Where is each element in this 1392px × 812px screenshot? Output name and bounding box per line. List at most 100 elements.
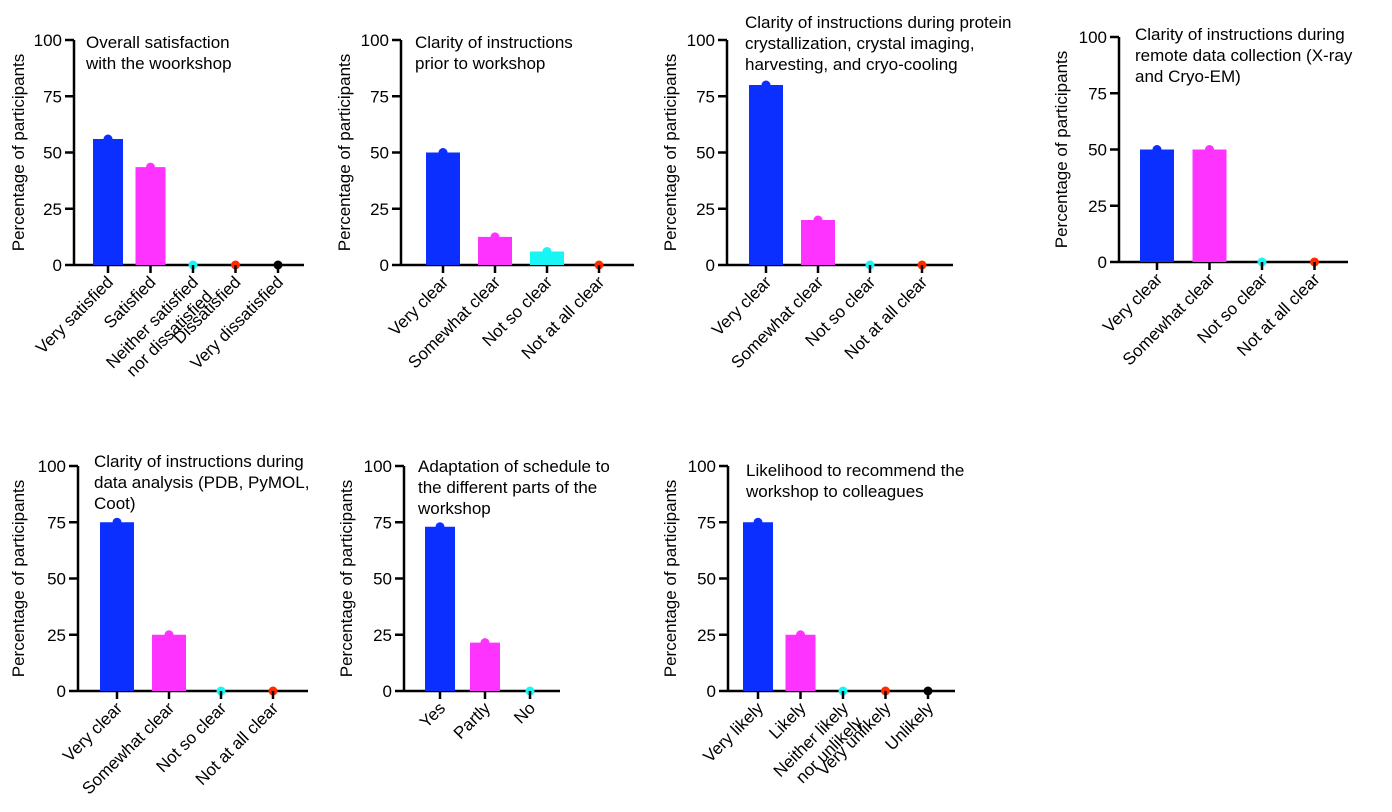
- y-axis-label: Percentage of participants: [9, 54, 28, 252]
- chart-title: Clarity of instructions during protein: [745, 13, 1011, 32]
- data-point: [438, 148, 448, 157]
- bar: [426, 152, 460, 265]
- data-point: [146, 162, 155, 172]
- category-label: Partly: [450, 698, 495, 743]
- bar: [100, 522, 134, 691]
- bar: [470, 642, 500, 691]
- category-label-line: Unlikely: [882, 698, 938, 754]
- chart-title: workshop to colleagues: [745, 482, 924, 501]
- y-tick-label: 50: [1088, 141, 1107, 160]
- chart-title: Overall satisfaction: [86, 33, 230, 52]
- y-tick-label: 100: [38, 457, 66, 476]
- y-axis-label: Percentage of participants: [335, 54, 354, 252]
- chart-title: the different parts of the: [418, 478, 597, 497]
- bar: [425, 526, 455, 691]
- y-tick-label: 50: [43, 144, 62, 163]
- category-label-line: Somewhat clear: [727, 272, 827, 372]
- y-tick-label: 0: [380, 256, 389, 275]
- data-point: [480, 638, 490, 648]
- y-tick-label: 100: [687, 31, 715, 50]
- chart-panel-6: 0 25 50 75 100 Percentage of participants Adap…: [337, 457, 610, 743]
- category-label-line: Somewhat clear: [1119, 269, 1219, 369]
- chart-title: with the woorkshop: [85, 54, 232, 73]
- chart-panel-5: 0 25 50 75 100 Percentage of participants Clar…: [9, 452, 309, 798]
- data-point: [103, 134, 113, 144]
- y-tick-label: 0: [57, 682, 66, 701]
- y-tick-label: 25: [370, 200, 389, 219]
- chart-title: prior to workshop: [415, 54, 545, 73]
- bar: [152, 634, 186, 691]
- category-label: Unlikely: [882, 698, 938, 754]
- y-tick-label: 25: [43, 200, 62, 219]
- data-point: [796, 630, 805, 640]
- chart-title: and Cryo-EM): [1135, 67, 1241, 86]
- data-point: [1205, 145, 1214, 154]
- chart-title: Clarity of instructions: [415, 33, 573, 52]
- y-tick-label: 50: [696, 144, 715, 163]
- category-label: Yes: [416, 699, 449, 732]
- category-label-line: Somewhat clear: [404, 272, 504, 372]
- y-tick-label: 0: [1098, 253, 1107, 272]
- y-tick-label: 100: [361, 31, 389, 50]
- chart-title: Adaptation of schedule to: [418, 457, 610, 476]
- y-tick-label: 0: [707, 682, 716, 701]
- chart-title: workshop: [417, 499, 491, 518]
- chart-title: harvesting, and cryo-cooling: [745, 55, 958, 74]
- y-tick-label: 75: [373, 513, 392, 532]
- y-tick-label: 25: [1088, 197, 1107, 216]
- y-tick-label: 75: [696, 87, 715, 106]
- bar: [530, 251, 564, 265]
- chart-title: Clarity of instructions during: [1135, 25, 1345, 44]
- y-axis-label: Percentage of participants: [661, 480, 680, 678]
- bar: [801, 220, 835, 265]
- category-label-line: Partly: [450, 698, 495, 743]
- y-tick-label: 25: [373, 626, 392, 645]
- chart-panel-3: 0 25 50 75 100 Percentage of participants Clar…: [661, 13, 1011, 372]
- y-tick-label: 0: [53, 256, 62, 275]
- bar: [743, 522, 773, 691]
- y-tick-label: 25: [697, 626, 716, 645]
- category-label-line: Very likely: [700, 698, 768, 766]
- y-tick-label: 75: [47, 513, 66, 532]
- y-axis-label: Percentage of participants: [1052, 51, 1071, 249]
- chart-title: Coot): [94, 494, 136, 513]
- data-point: [1152, 145, 1162, 154]
- y-tick-label: 75: [43, 87, 62, 106]
- category-label: Somewhat clear: [404, 272, 504, 372]
- y-tick-label: 0: [706, 256, 715, 275]
- category-label-line: No: [510, 699, 539, 728]
- bar: [1192, 149, 1227, 262]
- y-tick-label: 50: [697, 570, 716, 589]
- y-tick-label: 50: [47, 570, 66, 589]
- chart-title: Clarity of instructions during: [94, 452, 304, 471]
- data-point: [542, 247, 552, 256]
- data-point: [490, 232, 500, 242]
- category-label-line: Yes: [416, 699, 449, 732]
- y-tick-label: 50: [373, 570, 392, 589]
- category-label: No: [510, 699, 539, 728]
- bar: [749, 85, 783, 265]
- y-tick-label: 75: [370, 87, 389, 106]
- bar: [478, 236, 512, 265]
- y-tick-label: 0: [383, 682, 392, 701]
- data-point: [813, 215, 823, 225]
- y-axis-label: Percentage of participants: [661, 54, 680, 252]
- data-point: [435, 522, 445, 532]
- y-tick-label: 50: [370, 144, 389, 163]
- bar: [785, 634, 816, 691]
- bar: [93, 139, 123, 265]
- chart-panel-1: 0 25 50 75 100 Percentage of participants Over…: [9, 31, 304, 380]
- y-tick-label: 75: [1088, 84, 1107, 103]
- data-point: [753, 517, 763, 527]
- category-label: Somewhat clear: [1119, 269, 1219, 369]
- chart-title: crystallization, crystal imaging,: [745, 34, 975, 53]
- chart-panel-2: 0 25 50 75 100 Percentage of participants Clar…: [335, 31, 634, 372]
- chart-panel-7: 0 25 50 75 100 Percentage of participants Like…: [661, 457, 964, 787]
- bar: [1140, 149, 1174, 262]
- data-point: [761, 80, 771, 90]
- chart-title: data analysis (PDB, PyMOL,: [94, 473, 309, 492]
- category-label-line: Somewhat clear: [78, 698, 178, 798]
- y-tick-label: 100: [364, 457, 392, 476]
- bar: [135, 167, 166, 265]
